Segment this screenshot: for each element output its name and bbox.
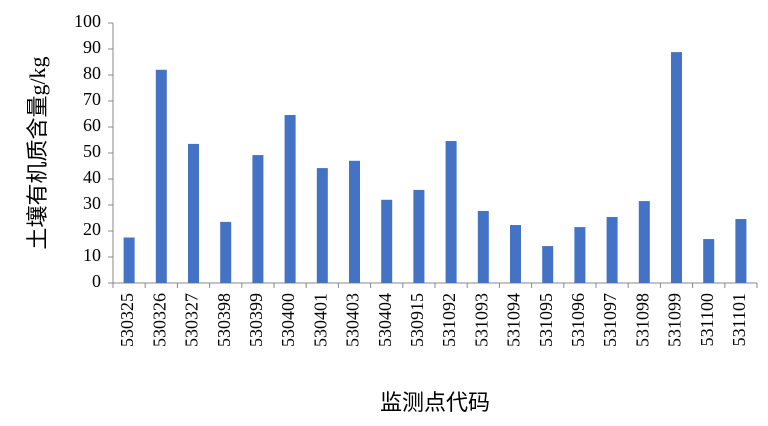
y-tick-label: 0	[92, 271, 101, 291]
y-axis-title: 土壤有机质含量g/kg	[25, 56, 50, 249]
y-tick-label: 50	[83, 141, 101, 161]
bar	[252, 155, 264, 283]
y-tick-label: 30	[83, 193, 101, 213]
y-tick-label: 40	[83, 167, 101, 187]
x-tick-label: 530915	[407, 293, 427, 347]
bar	[284, 115, 296, 283]
bar	[638, 201, 650, 283]
bar	[606, 216, 618, 283]
x-tick-label: 531096	[568, 293, 588, 347]
x-tick-label: 530325	[117, 293, 137, 347]
bar	[703, 239, 715, 283]
bar	[413, 189, 425, 283]
x-tick-label: 531093	[471, 293, 491, 347]
x-tick-label: 531100	[697, 293, 717, 346]
bar	[220, 221, 232, 283]
bar	[155, 69, 167, 283]
bar	[188, 143, 199, 283]
y-tick-label: 70	[83, 89, 101, 109]
x-tick-label: 531098	[632, 293, 652, 347]
x-tick-label: 530400	[278, 293, 298, 347]
bar	[574, 227, 586, 283]
y-tick-label: 80	[83, 63, 101, 83]
bar	[316, 168, 328, 283]
bar	[735, 219, 747, 283]
x-tick-label: 531101	[729, 293, 749, 346]
bar	[381, 199, 393, 283]
y-tick-label: 100	[74, 11, 101, 31]
x-tick-label: 530404	[375, 293, 395, 347]
x-tick-label: 530326	[149, 293, 169, 347]
x-tick-label: 531099	[665, 293, 685, 347]
y-tick-label: 90	[83, 37, 101, 57]
x-tick-label: 530403	[343, 293, 363, 347]
x-tick-label: 531095	[536, 293, 556, 347]
y-tick-label: 60	[83, 115, 101, 135]
bar	[477, 210, 489, 283]
y-tick-label: 10	[83, 245, 101, 265]
x-tick-label: 530401	[310, 293, 330, 347]
bar	[510, 225, 521, 283]
bar	[671, 52, 682, 284]
x-tick-label: 530327	[182, 293, 202, 347]
x-tick-label: 530399	[246, 293, 266, 347]
x-tick-label: 531092	[439, 293, 459, 347]
x-tick-label: 531097	[600, 293, 620, 347]
x-tick-label: 530398	[214, 293, 234, 347]
bar	[445, 141, 457, 283]
x-tick-label: 531094	[504, 293, 524, 347]
x-axis-title: 监测点代码	[380, 390, 490, 415]
bar	[123, 237, 135, 283]
bar	[349, 160, 360, 283]
bar	[542, 246, 554, 283]
y-tick-label: 20	[83, 219, 101, 239]
